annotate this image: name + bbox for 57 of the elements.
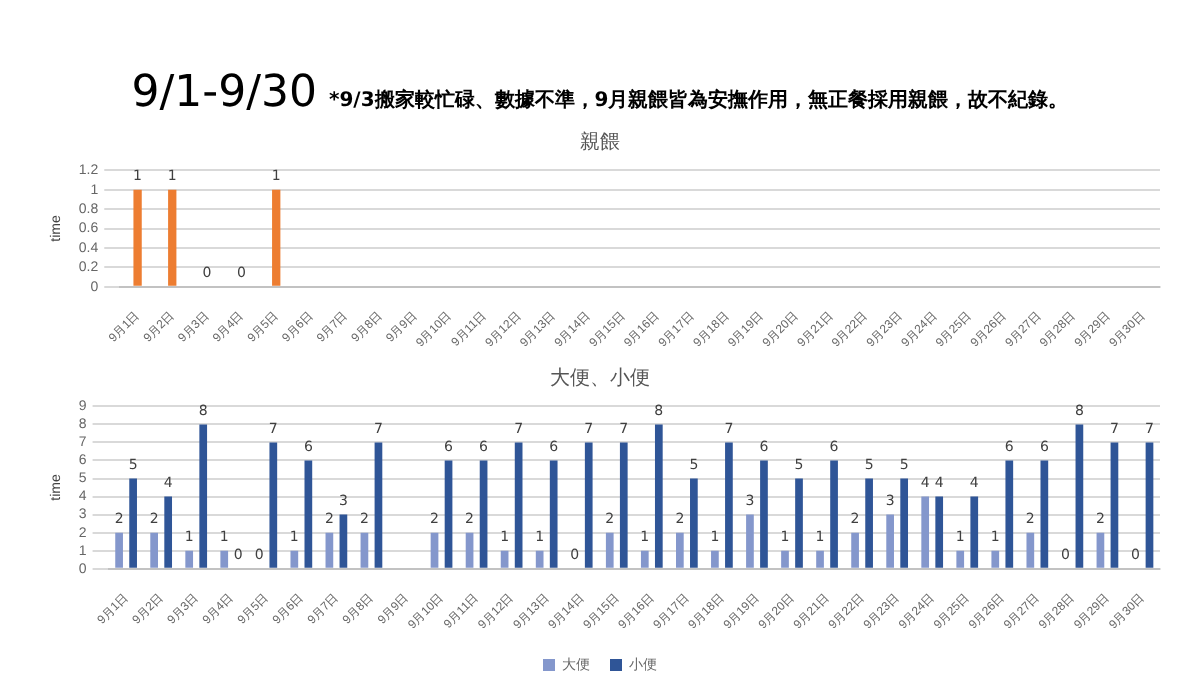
bar	[725, 442, 733, 568]
bar	[290, 550, 299, 568]
bar	[220, 550, 229, 568]
bar	[760, 460, 768, 568]
bar	[430, 532, 439, 568]
bar	[1096, 532, 1105, 568]
text: *9/3搬家較忙碌、數據不準，9月親餵皆為安撫作用，無正餐採用親餵，故不紀錄。	[328, 90, 1069, 112]
bar	[374, 442, 383, 568]
bar	[956, 550, 965, 568]
bar	[886, 514, 894, 568]
bar	[900, 478, 909, 568]
bar	[1110, 442, 1119, 568]
bar	[640, 550, 649, 568]
bar	[711, 550, 719, 568]
bar	[935, 496, 944, 568]
bar	[199, 424, 208, 568]
bar	[1026, 532, 1035, 568]
bar	[1005, 460, 1014, 568]
bar	[865, 478, 873, 568]
bar	[535, 550, 544, 568]
bar	[795, 478, 803, 568]
bar	[339, 514, 348, 568]
bar	[746, 514, 754, 568]
text: 9/1-9/30	[131, 68, 317, 118]
bar	[115, 532, 123, 568]
bar	[690, 478, 698, 568]
bar	[781, 550, 789, 568]
chart-title: 親餵	[578, 132, 622, 156]
bar	[830, 460, 838, 568]
bar	[851, 532, 859, 568]
bar	[991, 550, 1000, 568]
bar	[605, 532, 614, 568]
bar	[921, 496, 930, 568]
bar	[465, 532, 474, 568]
bar	[1145, 442, 1154, 568]
bar	[514, 442, 523, 568]
bar	[816, 550, 824, 568]
bar	[444, 460, 453, 568]
bar	[500, 550, 509, 568]
bar	[325, 532, 334, 568]
bar	[129, 478, 137, 568]
bar	[185, 550, 194, 568]
bar	[1040, 460, 1049, 568]
bar	[654, 424, 663, 568]
bar	[164, 496, 173, 568]
bar	[584, 442, 593, 568]
bar	[479, 460, 488, 568]
bar	[970, 496, 979, 568]
bar	[269, 442, 278, 568]
bar	[619, 442, 628, 568]
bar	[549, 460, 558, 568]
bar	[150, 532, 158, 568]
chart-title: 大便、小便	[548, 368, 652, 392]
bar	[676, 532, 684, 568]
bar	[360, 532, 369, 568]
bar	[304, 460, 313, 568]
bar	[1075, 424, 1084, 568]
